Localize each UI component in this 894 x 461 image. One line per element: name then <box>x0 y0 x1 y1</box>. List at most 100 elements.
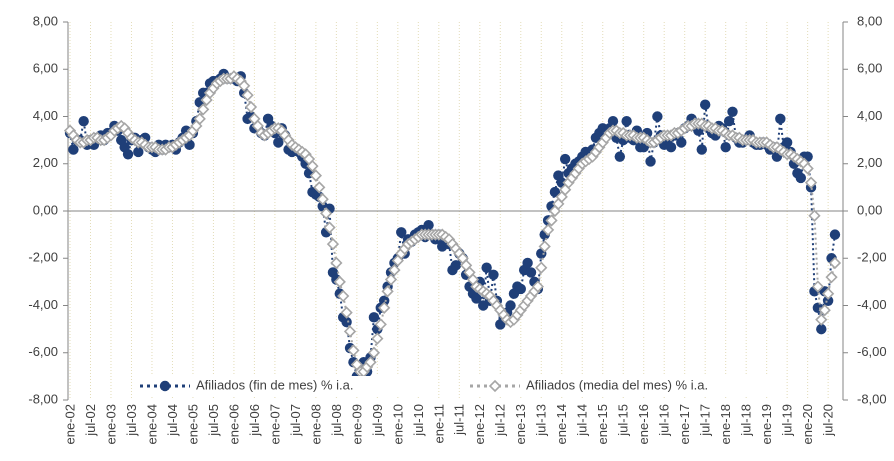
point <box>423 219 434 231</box>
point <box>343 325 357 338</box>
point <box>665 142 677 153</box>
point <box>515 283 526 295</box>
point <box>273 137 284 148</box>
point <box>818 304 831 317</box>
point <box>676 137 687 148</box>
point <box>193 112 206 125</box>
point <box>825 271 838 284</box>
point <box>450 260 462 271</box>
x-tick-label: jul-11 <box>452 404 467 436</box>
y2-tick-label: 2,00 <box>857 155 882 170</box>
point <box>371 332 384 345</box>
point <box>368 312 380 323</box>
point <box>341 316 352 328</box>
point <box>159 380 171 392</box>
y2-tick-label: 6,00 <box>857 61 882 76</box>
point <box>816 323 827 335</box>
point <box>775 113 786 125</box>
y-tick-label: -6,00 <box>28 344 58 359</box>
point <box>309 169 323 182</box>
point <box>306 159 319 173</box>
series-line <box>69 75 836 373</box>
point <box>488 379 502 393</box>
point <box>535 261 548 274</box>
point <box>238 79 251 92</box>
point <box>804 176 818 189</box>
point <box>781 137 793 148</box>
x-tick-label: ene-05 <box>185 404 200 444</box>
y2-tick-label: -4,00 <box>857 297 887 312</box>
x-tick-label: jul-16 <box>657 404 672 437</box>
point <box>337 289 350 303</box>
point <box>323 221 336 234</box>
x-tick-label: ene-17 <box>677 404 692 444</box>
point <box>244 100 258 114</box>
y2-tick-label: 0,00 <box>857 202 882 217</box>
y-tick-label: -2,00 <box>28 250 58 265</box>
point <box>614 151 626 162</box>
series <box>64 68 841 382</box>
point <box>607 116 619 127</box>
point <box>652 111 663 122</box>
series <box>63 70 842 378</box>
x-tick-label: jul-12 <box>493 404 508 437</box>
x-tick-label: jul-04 <box>165 404 180 437</box>
point <box>699 99 711 110</box>
x-tick-label: ene-20 <box>800 404 815 444</box>
point <box>538 240 551 253</box>
point <box>381 285 394 298</box>
y2-tick-label: -8,00 <box>857 391 887 406</box>
x-tick-label: jul-05 <box>206 404 221 437</box>
point <box>471 293 482 304</box>
point <box>525 267 537 278</box>
point <box>313 181 326 194</box>
x-tick-label: jul-03 <box>124 404 139 437</box>
point <box>122 149 134 160</box>
point <box>549 186 561 198</box>
y2-tick-label: -6,00 <box>857 344 887 359</box>
point <box>340 306 353 319</box>
x-tick-label: jul-10 <box>411 404 426 437</box>
legend-label: Afiliados (fin de mes) % i.a. <box>196 377 354 392</box>
y-tick-label: -4,00 <box>28 297 58 312</box>
x-tick-label: ene-16 <box>636 404 651 444</box>
x-tick-label: jul-02 <box>83 404 98 437</box>
y-tick-label: 4,00 <box>33 108 58 123</box>
x-tick-label: jul-14 <box>575 404 590 437</box>
point <box>801 162 814 175</box>
point <box>388 263 401 277</box>
point <box>531 280 544 293</box>
x-tick-label: ene-12 <box>472 404 487 444</box>
point <box>828 256 842 270</box>
point <box>723 116 735 127</box>
legend-bg <box>136 376 436 396</box>
x-tick-label: ene-03 <box>103 404 118 444</box>
point <box>319 207 333 220</box>
x-tick-label: jul-17 <box>698 404 713 437</box>
y-tick-label: 2,00 <box>33 155 58 170</box>
point <box>316 193 329 206</box>
x-tick-label: ene-10 <box>390 404 405 444</box>
x-tick-label: ene-13 <box>513 404 528 444</box>
point <box>808 209 821 222</box>
point <box>378 295 390 306</box>
x-tick-label: ene-04 <box>144 404 159 444</box>
y-tick-label: 0,00 <box>33 202 58 217</box>
point <box>795 172 807 184</box>
point <box>522 257 533 269</box>
x-tick-label: jul-20 <box>821 404 836 437</box>
point <box>364 356 377 369</box>
point <box>505 300 516 311</box>
point <box>811 280 825 293</box>
point <box>367 346 381 359</box>
x-tick-label: jul-06 <box>247 404 262 437</box>
point <box>541 223 555 237</box>
point <box>829 229 841 240</box>
point <box>696 144 707 155</box>
point <box>330 256 343 270</box>
y-tick-label: 6,00 <box>33 61 58 76</box>
x-tick-label: jul-07 <box>288 404 303 437</box>
x-tick-label: jul-15 <box>616 404 631 437</box>
point <box>241 89 254 102</box>
point <box>815 313 828 326</box>
